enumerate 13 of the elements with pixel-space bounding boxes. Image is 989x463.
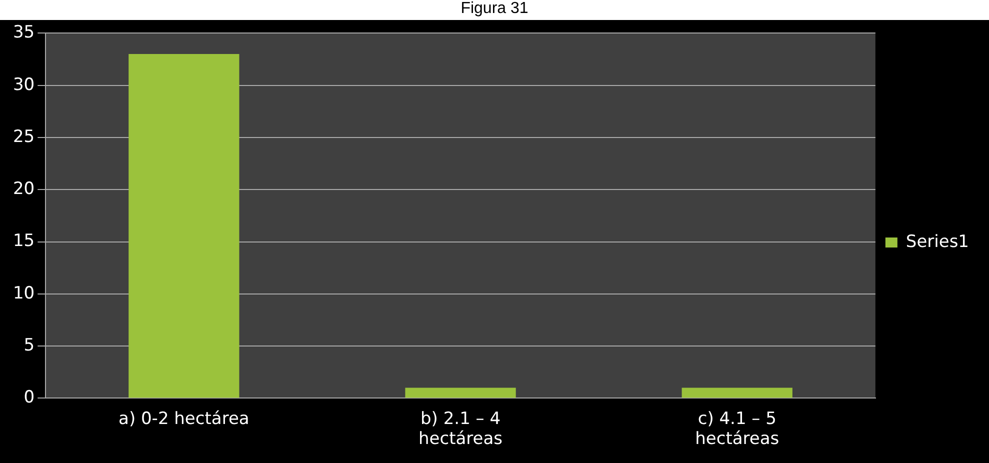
y-tick-label: 20 (12, 179, 35, 200)
y-tick-label: 10 (12, 283, 35, 304)
x-tick-label: b) 2.1 – 4 hectáreas (418, 408, 503, 450)
y-tick-label: 15 (12, 231, 35, 252)
x-tick-label: c) 4.1 – 5 hectáreas (695, 408, 780, 450)
y-tick-label: 35 (12, 22, 35, 43)
y-tick-label: 0 (24, 388, 35, 408)
legend-label: Series1 (906, 232, 970, 252)
y-tick-label: 30 (12, 74, 35, 95)
y-tick-label: 5 (24, 335, 35, 356)
x-tick-label: a) 0-2 hectárea (118, 408, 250, 429)
y-tick-label: 25 (12, 126, 35, 147)
chart-title: Figura 31 (460, 0, 530, 19)
